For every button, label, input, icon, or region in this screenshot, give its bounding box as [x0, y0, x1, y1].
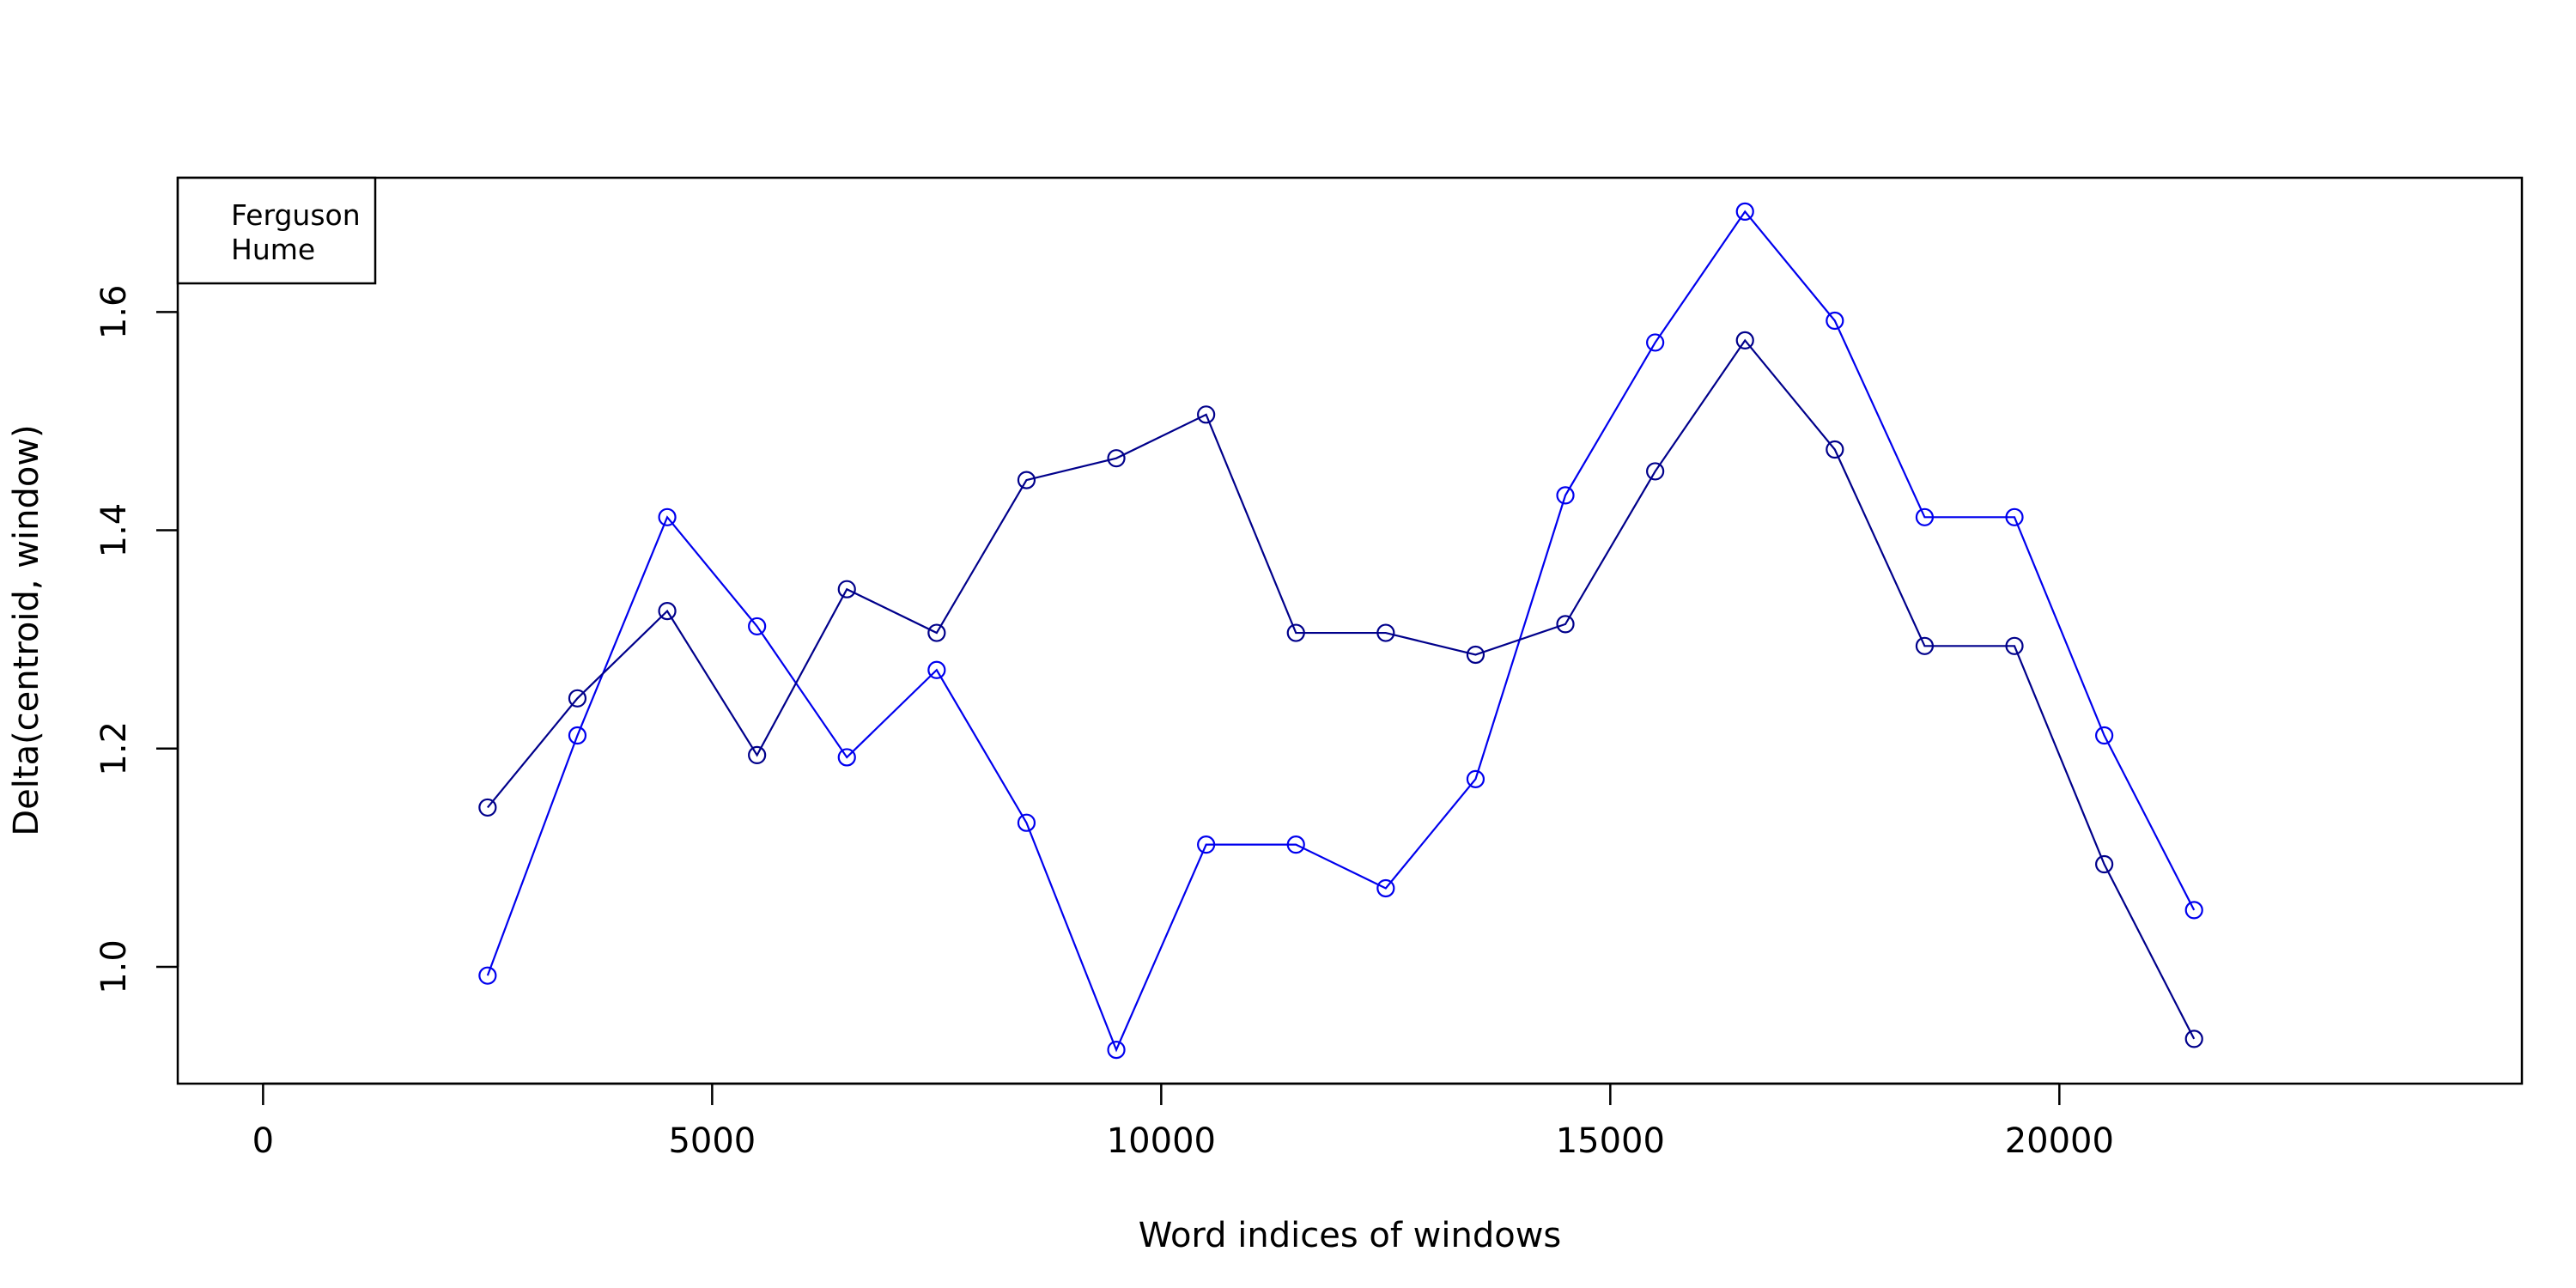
- data-point-hume: [1646, 462, 1665, 481]
- series-line-ferguson: [486, 210, 2196, 1053]
- data-point-ferguson: [658, 507, 677, 526]
- data-point-hume: [1556, 615, 1575, 634]
- data-point-hume: [1017, 471, 1036, 489]
- x-axis: 0 5000 10000 15000 20000: [252, 1082, 2114, 1161]
- data-point-ferguson: [1376, 878, 1395, 898]
- y-axis-label: Delta(centroid, window): [7, 424, 46, 835]
- data-point-ferguson: [1735, 202, 1754, 222]
- data-point-hume: [1197, 405, 1216, 424]
- data-point-ferguson: [2095, 726, 2114, 745]
- y-axis: 1.0 1.2 1.4 1.6: [94, 285, 179, 994]
- plot-frame: [176, 176, 2524, 1085]
- data-point-hume: [1466, 645, 1485, 665]
- x-axis-label: Word indices of windows: [1139, 1216, 1562, 1255]
- y-tick-label: 1.2: [94, 721, 134, 776]
- x-tick-label: 20000: [2005, 1121, 2114, 1161]
- series-layer: [478, 202, 2203, 1060]
- data-point-ferguson: [478, 966, 497, 985]
- x-tick-label: 15000: [1556, 1121, 1665, 1161]
- y-tick-label: 1.0: [94, 939, 134, 994]
- data-point-ferguson: [1197, 835, 1216, 854]
- data-point-hume: [837, 580, 856, 598]
- legend-label-hume: Hume: [231, 233, 315, 266]
- data-point-ferguson: [1646, 333, 1665, 352]
- data-point-ferguson: [1556, 486, 1575, 505]
- data-point-ferguson: [1107, 1040, 1126, 1060]
- legend-box: [176, 176, 377, 285]
- data-point-hume: [568, 689, 587, 708]
- y-tick-label: 1.4: [94, 503, 134, 558]
- data-point-hume: [1286, 623, 1305, 642]
- data-point-hume: [478, 798, 497, 817]
- x-tick-label: 5000: [668, 1121, 756, 1161]
- data-point-hume: [1915, 636, 1935, 655]
- data-point-hume: [1376, 623, 1395, 642]
- series-line-hume: [487, 338, 2196, 1040]
- data-point-ferguson: [1915, 507, 1935, 526]
- data-point-hume: [1735, 331, 1754, 349]
- data-point-ferguson: [1826, 311, 1844, 331]
- data-point-hume: [2095, 854, 2114, 874]
- data-point-hume: [2005, 636, 2024, 655]
- y-tick-label: 1.6: [94, 285, 134, 340]
- data-point-ferguson: [2184, 901, 2203, 920]
- legend-label-ferguson: Ferguson: [231, 198, 361, 232]
- data-point-ferguson: [927, 660, 946, 679]
- data-point-ferguson: [748, 617, 767, 636]
- data-point-hume: [927, 623, 946, 642]
- data-point-ferguson: [1017, 813, 1036, 832]
- data-point-hume: [1107, 449, 1126, 468]
- data-point-ferguson: [837, 748, 856, 767]
- data-point-hume: [2184, 1030, 2203, 1048]
- x-tick-label: 0: [252, 1121, 274, 1161]
- x-tick-label: 10000: [1107, 1121, 1216, 1161]
- legend: Ferguson Hume: [176, 176, 377, 285]
- data-point-hume: [658, 602, 677, 621]
- data-point-ferguson: [2005, 507, 2024, 526]
- data-point-ferguson: [1286, 835, 1305, 854]
- data-point-ferguson: [1466, 769, 1485, 788]
- data-point-ferguson: [568, 726, 587, 745]
- data-point-hume: [748, 745, 767, 765]
- data-point-hume: [1826, 440, 1844, 459]
